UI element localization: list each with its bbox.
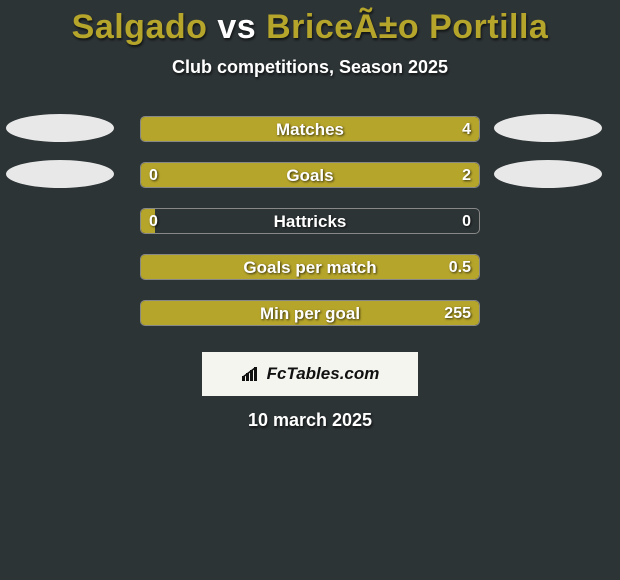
avatar-right (494, 114, 602, 142)
stat-label: Goals per match (141, 255, 479, 280)
stats-list: Matches4Goals02Hattricks00Goals per matc… (0, 108, 620, 338)
stat-bar: Goals per match0.5 (140, 254, 480, 280)
date-text: 10 march 2025 (0, 410, 620, 431)
stat-bar: Min per goal255 (140, 300, 480, 326)
stat-value-left: 0 (149, 163, 158, 188)
stat-value-right: 4 (462, 117, 471, 142)
avatar-left (6, 160, 114, 188)
stat-row: Goals0 2 (0, 154, 620, 200)
stat-row: Matches4 (0, 108, 620, 154)
avatar-left (6, 114, 114, 142)
stat-row: Min per goal255 (0, 292, 620, 338)
stat-value-right: 0.5 (449, 255, 471, 280)
stat-label: Hattricks (141, 209, 479, 234)
stat-bar: Goals0 2 (140, 162, 480, 188)
title-vs: vs (217, 8, 256, 46)
chart-icon (241, 366, 261, 382)
page-title: Salgado vs BriceÃ±o Portilla (0, 8, 620, 47)
avatar-right (494, 160, 602, 188)
stat-value-right: 255 (444, 301, 471, 326)
stat-label: Matches (141, 117, 479, 142)
stat-label: Min per goal (141, 301, 479, 326)
stat-label: Goals (141, 163, 479, 188)
logo-text: FcTables.com (267, 364, 380, 384)
stat-value-right: 0 (462, 209, 471, 234)
stat-bar: Matches4 (140, 116, 480, 142)
title-player-right: BriceÃ±o Portilla (256, 8, 548, 46)
stat-value-right: 2 (462, 163, 471, 188)
title-player-left: Salgado (72, 8, 218, 46)
source-logo: FcTables.com (202, 352, 418, 396)
stat-row: Hattricks0 0 (0, 200, 620, 246)
stat-value-left: 0 (149, 209, 158, 234)
subtitle: Club competitions, Season 2025 (0, 57, 620, 78)
stat-bar: Hattricks0 0 (140, 208, 480, 234)
stat-row: Goals per match0.5 (0, 246, 620, 292)
comparison-card: Salgado vs BriceÃ±o Portilla Club compet… (0, 0, 620, 431)
